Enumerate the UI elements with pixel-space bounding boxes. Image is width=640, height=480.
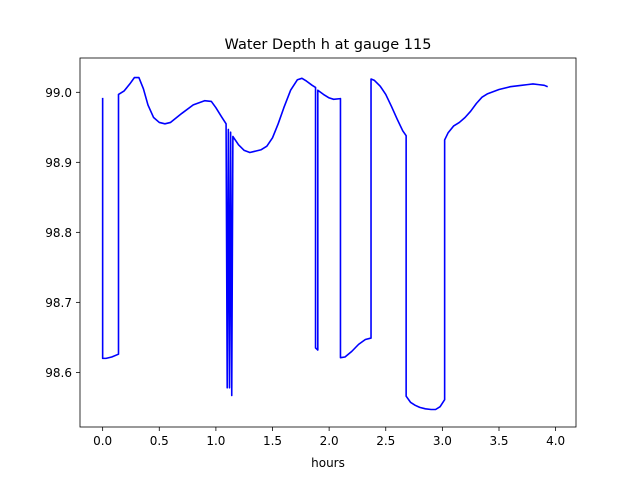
x-tick-label: 4.0 (546, 434, 565, 448)
axes-layer: 0.0 0.5 1.0 1.5 2.0 2.5 3.0 3.5 4.0 98.6 98.7 98.8 9… (45, 57, 577, 448)
x-tick-label: 1.5 (263, 434, 282, 448)
plot-layer (101, 76, 548, 411)
x-tick-label: 1.0 (206, 434, 225, 448)
plot-frame (79, 57, 577, 428)
x-tick-label: 2.0 (320, 434, 339, 448)
y-tick-label: 98.7 (45, 296, 72, 310)
y-tick-label: 98.9 (45, 156, 72, 170)
x-tick-label: 3.0 (433, 434, 452, 448)
y-tick-label: 98.6 (45, 366, 72, 380)
series-line-0 (101, 76, 548, 411)
x-tick-label: 0.0 (93, 434, 112, 448)
y-tick-label: 98.8 (45, 226, 72, 240)
chart-title: Water Depth h at gauge 115 (225, 37, 432, 53)
x-tick-label: 3.5 (489, 434, 508, 448)
y-tick-label: 99.0 (45, 86, 72, 100)
x-tick-label: 0.5 (150, 434, 169, 448)
x-axis-label: hours (311, 456, 345, 470)
x-tick-label: 2.5 (376, 434, 395, 448)
